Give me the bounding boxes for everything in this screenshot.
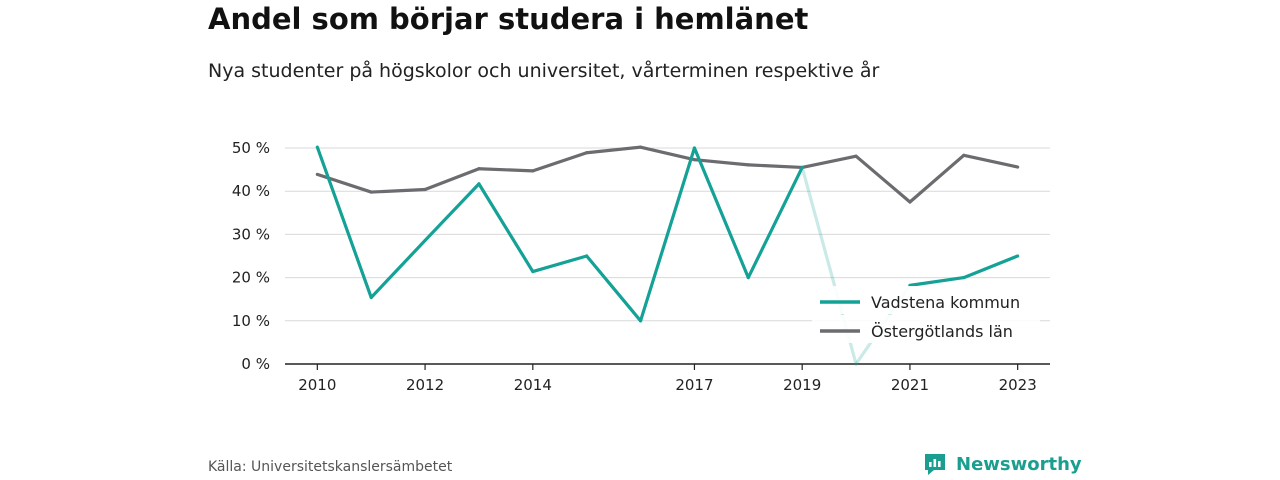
series-segment-ostergotland xyxy=(477,167,535,173)
legend-bg xyxy=(812,286,1040,314)
series-segment-ostergotland xyxy=(692,158,750,167)
series-segment-ostergotland xyxy=(638,145,697,162)
y-tick-label: 20 % xyxy=(232,269,270,287)
y-tick-label: 30 % xyxy=(232,225,270,243)
x-tick-label: 2017 xyxy=(675,376,713,394)
series-segment-ostergotland xyxy=(962,153,1020,169)
series-segment-vadstena xyxy=(315,145,373,300)
brand-name: Newsworthy xyxy=(956,453,1082,475)
x-tick-label: 2014 xyxy=(514,376,552,394)
x-tick-label: 2019 xyxy=(783,376,821,394)
series-segment-vadstena xyxy=(423,182,481,243)
y-tick-label: 40 % xyxy=(232,182,270,200)
legend-label: Vadstena kommun xyxy=(871,293,1020,312)
series-segment-vadstena xyxy=(477,182,535,274)
x-tick-label: 2023 xyxy=(999,376,1037,394)
series-segment-vadstena xyxy=(962,254,1020,280)
series-segment-vadstena xyxy=(585,254,643,323)
series-segment-ostergotland xyxy=(908,153,966,204)
series-segment-ostergotland xyxy=(585,145,643,155)
series-segment-ostergotland xyxy=(854,154,912,204)
series-segment-ostergotland xyxy=(800,154,858,170)
y-tick-label: 0 % xyxy=(241,355,270,373)
line-chart: 0 % 10 % 20 % 30 % 40 % 50 % 2010 2012 2014 2017 2… xyxy=(232,139,1050,394)
y-tick-label: 10 % xyxy=(232,312,270,330)
series-segment-ostergotland xyxy=(315,172,373,194)
x-tick-label: 2010 xyxy=(298,376,336,394)
series-segment-vadstena xyxy=(638,146,697,323)
series-segment-ostergotland xyxy=(423,167,481,192)
series-segment-vadstena xyxy=(692,146,750,280)
newsworthy-icon xyxy=(925,454,945,475)
series-segment-ostergotland xyxy=(746,163,804,170)
series-segment-vadstena xyxy=(746,165,804,280)
series-segment-vadstena xyxy=(531,254,589,274)
series-segment-vadstena xyxy=(908,276,966,287)
series-segment-vadstena xyxy=(369,238,427,300)
y-tick-label: 50 % xyxy=(232,139,270,157)
legend-bg xyxy=(812,315,1040,343)
series-segment-ostergotland xyxy=(531,151,589,173)
source-note: Källa: Universitetskanslersämbetet xyxy=(208,459,453,475)
chart-subtitle: Nya studenter på högskolor och universit… xyxy=(208,60,880,82)
legend-label: Östergötlands län xyxy=(871,322,1013,341)
chart-title: Andel som börjar studera i hemlänet xyxy=(208,2,809,36)
x-tick-label: 2021 xyxy=(891,376,929,394)
brand-logo: Newsworthy xyxy=(922,451,1082,477)
x-tick-label: 2012 xyxy=(406,376,444,394)
series-segment-ostergotland xyxy=(369,187,427,194)
